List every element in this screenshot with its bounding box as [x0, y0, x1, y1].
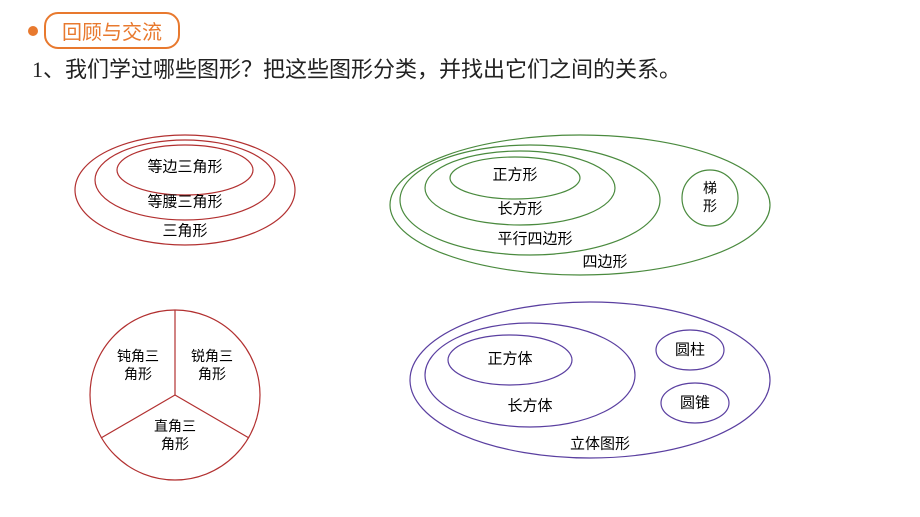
trapezoid-label-2: 形	[703, 199, 717, 215]
acute-label-2: 角形	[198, 367, 226, 383]
question-text: 1、我们学过哪些图形？把这些图形分类，并找出它们之间的关系。	[32, 52, 681, 84]
equilateral-label: 等边三角形	[147, 157, 222, 175]
solids-label: 立体图形	[570, 435, 630, 452]
quadrilateral-label: 四边形	[582, 253, 627, 270]
rectangle-label: 长方形	[497, 200, 542, 217]
square-label: 正方形	[492, 166, 537, 183]
isosceles-label: 等腰三角形	[147, 192, 222, 210]
quadrilaterals-diagram: 正方形 长方形 平行四边形 四边形 梯 形	[380, 130, 780, 280]
right-label-2: 角形	[161, 437, 189, 453]
obtuse-label-2: 角形	[124, 367, 152, 383]
angle-triangles-diagram: 钝角三 角形 锐角三 角形 直角三 角形	[80, 300, 270, 490]
section-title: 回顾与交流	[44, 12, 180, 49]
right-label-1: 直角三	[154, 418, 196, 435]
trapezoid-label-1: 梯	[703, 181, 717, 197]
cube-label: 正方体	[487, 350, 532, 367]
parallelogram-label: 平行四边形	[497, 230, 572, 247]
bullet-icon	[28, 26, 38, 36]
obtuse-label-1: 钝角三	[117, 349, 159, 365]
cylinder-label: 圆柱	[675, 341, 705, 358]
triangle-label: 三角形	[162, 222, 207, 239]
cuboid-label: 长方体	[507, 397, 552, 414]
cone-label: 圆锥	[680, 394, 710, 411]
section-header: 回顾与交流	[28, 12, 180, 49]
solids-diagram: 正方体 长方体 立体图形 圆柱 圆锥	[400, 295, 780, 465]
acute-label-1: 锐角三	[191, 349, 233, 365]
triangles-diagram: 等边三角形 等腰三角形 三角形	[70, 130, 300, 260]
